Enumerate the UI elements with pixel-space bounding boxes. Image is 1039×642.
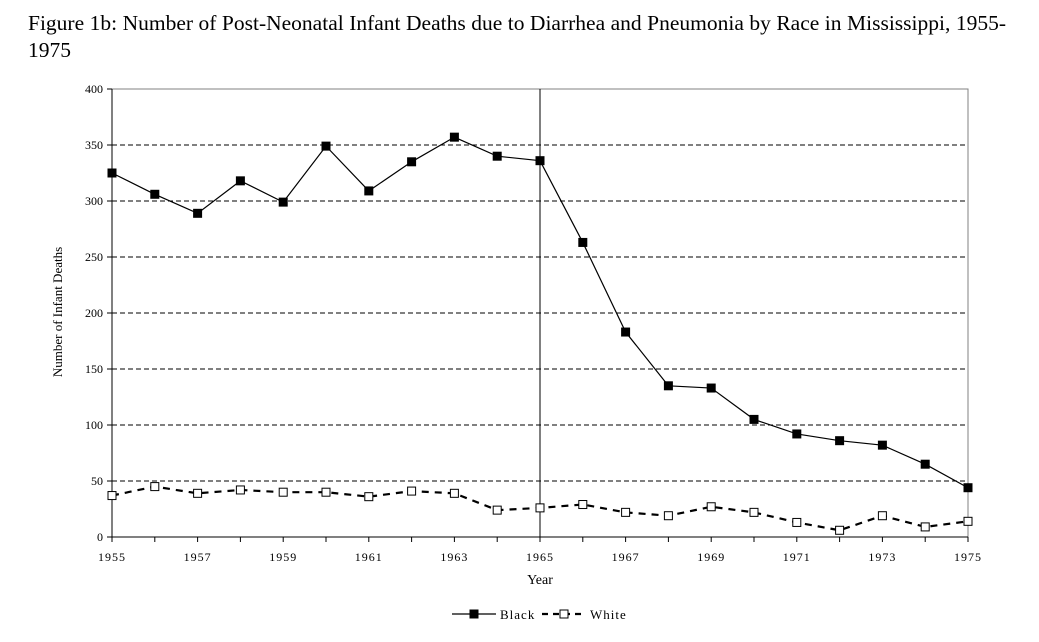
chart-title: Figure 1b: Number of Post-Neonatal Infan… [28,11,1006,62]
point-white-1961 [364,492,374,502]
y-tick-label-0: 0 [97,530,103,544]
point-white-1966 [578,500,588,510]
point-white-1975 [963,516,973,526]
point-black-1961 [364,186,374,196]
point-black-1966 [578,237,588,247]
point-black-1958 [235,176,245,186]
point-black-1967 [621,327,631,337]
point-white-1959 [278,487,288,497]
point-white-1968 [663,511,673,521]
point-black-1962 [407,157,417,167]
y-tick-label-200: 200 [85,306,103,320]
point-black-1974 [920,459,930,469]
series-white [107,482,973,535]
y-tick-label-100: 100 [85,418,103,432]
x-tick-label-1957: 1957 [184,550,212,564]
x-tick-label-1959: 1959 [269,550,297,564]
y-tick-label-250: 250 [85,250,103,264]
y-tick-label-400: 400 [85,82,103,96]
y-axis-label: Number of Infant Deaths [50,247,65,377]
x-tick-label-1965: 1965 [526,550,554,564]
point-white-1963 [449,488,459,498]
point-black-1959 [278,197,288,207]
point-black-1956 [150,189,160,199]
legend: Black White [452,607,627,622]
x-tick-label-1961: 1961 [355,550,383,564]
series-black [107,132,973,493]
point-black-1973 [877,440,887,450]
point-white-1973 [877,511,887,521]
point-white-1965 [535,503,545,513]
legend-black-label: Black [500,607,535,622]
legend-black-marker [469,609,479,619]
point-white-1970 [749,507,759,517]
legend-white-marker [559,609,569,619]
point-black-1960 [321,141,331,151]
point-white-1955 [107,491,117,501]
x-axis-ticks: 1955 1957 1959 1961 1963 1965 1967 1969 1971 1973… [98,537,982,564]
point-white-1969 [706,502,716,512]
y-tick-label-350: 350 [85,138,103,152]
point-black-1957 [193,208,203,218]
legend-item-black: Black [452,607,535,622]
y-tick-label-300: 300 [85,194,103,208]
x-tick-label-1967: 1967 [612,550,640,564]
x-tick-label-1971: 1971 [783,550,811,564]
y-tick-label-150: 150 [85,362,103,376]
point-white-1962 [407,486,417,496]
point-white-1971 [792,517,802,527]
point-white-1972 [835,525,845,535]
x-axis-label: Year [527,573,553,588]
point-white-1974 [920,522,930,532]
point-black-1955 [107,168,117,178]
x-tick-label-1969: 1969 [697,550,725,564]
point-black-1971 [792,429,802,439]
point-white-1960 [321,487,331,497]
y-axis-ticks: 0 50 100 150 200 250 300 350 400 [85,82,112,544]
point-black-1964 [492,151,502,161]
x-tick-label-1963: 1963 [440,550,468,564]
series-layer [107,132,973,535]
legend-white-label: White [590,607,627,622]
point-white-1967 [621,507,631,517]
x-tick-label-1955: 1955 [98,550,126,564]
point-black-1975 [963,483,973,493]
point-black-1969 [706,383,716,393]
point-black-1972 [835,436,845,446]
point-black-1965 [535,156,545,166]
point-white-1957 [193,488,203,498]
legend-item-white: White [542,607,627,622]
point-white-1964 [492,505,502,515]
point-black-1963 [449,132,459,142]
point-white-1958 [235,485,245,495]
point-white-1956 [150,482,160,492]
point-black-1968 [663,381,673,391]
x-tick-label-1973: 1973 [868,550,896,564]
x-tick-label-1975: 1975 [954,550,982,564]
point-black-1970 [749,414,759,424]
y-tick-label-50: 50 [91,474,103,488]
